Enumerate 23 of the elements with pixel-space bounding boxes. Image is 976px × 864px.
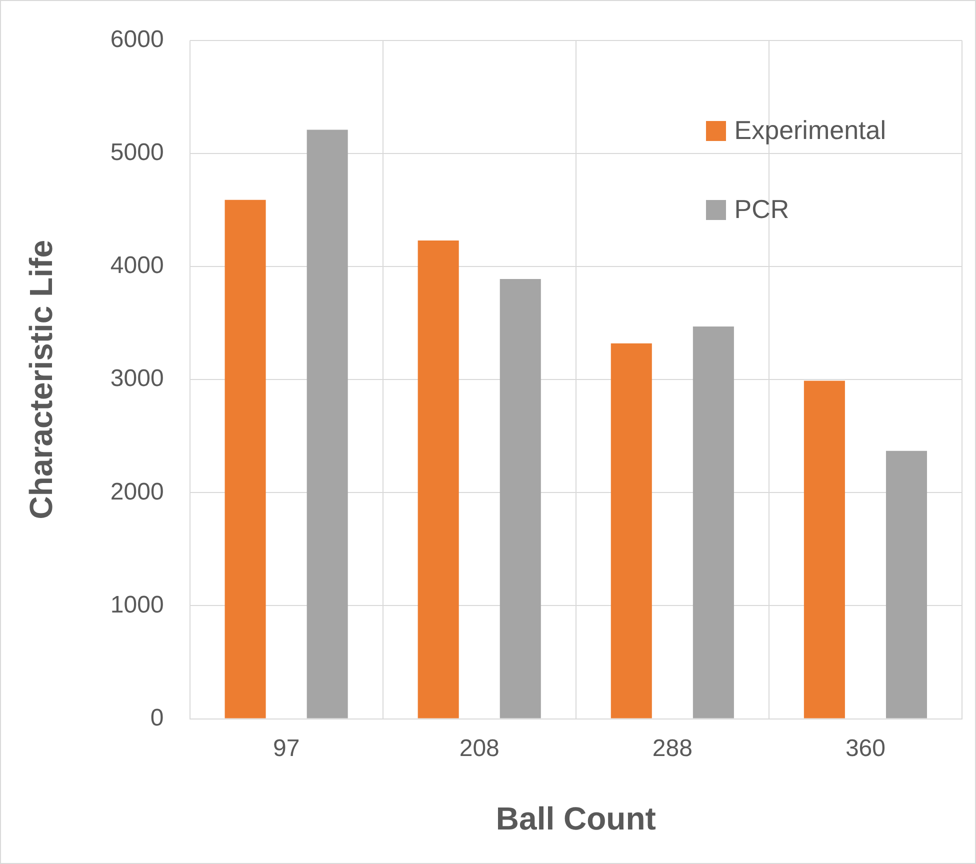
x-tick-label: 360	[845, 734, 886, 762]
bar	[224, 200, 266, 718]
y-tick-label: 2000	[110, 478, 164, 506]
y-tick-label: 1000	[110, 591, 164, 618]
bar	[306, 130, 348, 718]
y-tick-label: 3000	[110, 365, 164, 392]
legend-label: Experimental	[734, 115, 886, 146]
x-axis-title: Ball Count	[496, 800, 656, 837]
y-tick-label: 6000	[110, 26, 164, 54]
bar	[692, 326, 734, 718]
bar	[418, 240, 459, 718]
x-tick-label: 97	[272, 734, 300, 762]
y-tick-label: 0	[150, 704, 164, 732]
bar	[610, 343, 652, 718]
bar	[500, 278, 541, 718]
y-tick-label: 5000	[110, 139, 164, 166]
x-tick-label: 288	[652, 734, 692, 762]
bar	[804, 380, 845, 718]
legend-label: PCR	[734, 194, 790, 225]
x-tick-label: 208	[459, 734, 500, 762]
y-tick-label: 4000	[110, 252, 164, 280]
y-axis-title: Characteristic Life	[23, 240, 60, 520]
bar	[886, 450, 928, 718]
